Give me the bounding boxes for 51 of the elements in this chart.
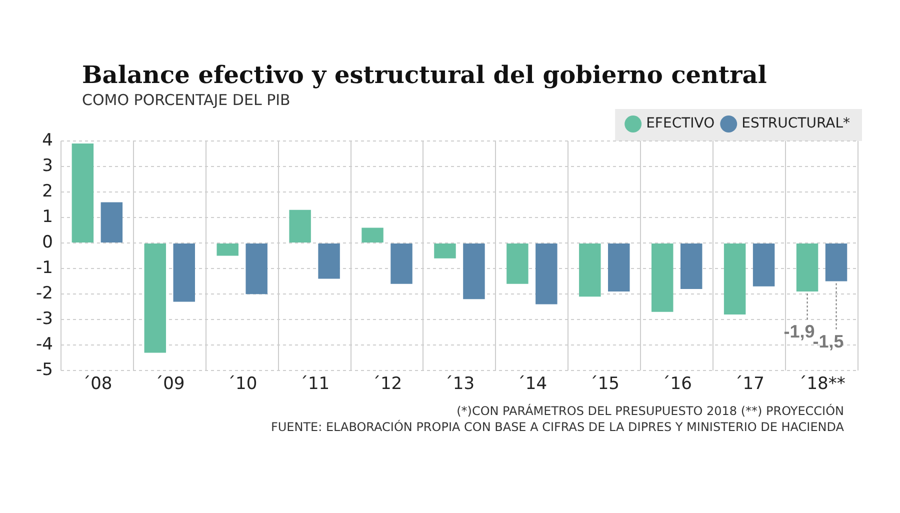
bar — [144, 244, 166, 353]
x-tick-label: ´18** — [798, 374, 846, 394]
data-label: -1,9 — [784, 322, 815, 342]
bar — [216, 244, 238, 256]
bar — [289, 210, 311, 243]
y-tick-label: 4 — [42, 130, 53, 150]
bar — [651, 244, 674, 312]
bar — [608, 244, 630, 292]
x-tick-label: ´13 — [444, 374, 475, 394]
bar — [362, 228, 384, 243]
data-label: -1,5 — [812, 331, 844, 352]
y-tick-label: 1 — [42, 206, 53, 227]
chart-subtitle: COMO PORCENTAJE DEL PIB — [82, 91, 292, 109]
text: (*)CON PARÁMETROS DEL PRESUPUESTO 2018 (**) PROYECCIÓN — [456, 403, 844, 419]
y-tick-label: 2 — [42, 181, 53, 202]
y-tick-label: 3 — [42, 156, 53, 176]
y-tick-label: -4 — [36, 334, 53, 355]
bar — [318, 244, 340, 279]
bar — [680, 244, 702, 289]
y-tick-label: -2 — [36, 283, 53, 304]
bar — [752, 244, 775, 286]
legend-label: ESTRUCTURAL* — [742, 116, 850, 132]
bar — [506, 244, 528, 284]
legend-label: EFECTIVO — [646, 116, 715, 132]
bar — [536, 244, 558, 304]
x-tick-label: ´17 — [734, 374, 764, 394]
x-tick-label: ´11 — [299, 374, 330, 394]
x-tick-label: ´16 — [662, 374, 692, 394]
y-tick-label: -3 — [36, 309, 53, 329]
bar — [724, 244, 746, 314]
bar — [173, 244, 195, 302]
source-note: FUENTE: ELABORACIÓN PROPIA CON BASE A CIFRAS DE LA DIPRES Y MINISTERIO DE HACIENDA — [270, 419, 844, 435]
bar — [246, 244, 268, 294]
x-tick-label: ´10 — [227, 374, 258, 394]
x-tick-label: ´08 — [82, 374, 112, 394]
bar — [390, 244, 412, 284]
y-tick-label: -5 — [36, 360, 53, 380]
x-tick-label: ´12 — [372, 374, 402, 394]
y-tick-label: -1 — [36, 258, 53, 278]
bar — [463, 244, 485, 300]
bar — [100, 202, 123, 243]
x-tick-label: ´09 — [154, 374, 185, 394]
bar — [579, 244, 601, 297]
bar — [72, 144, 94, 243]
y-tick-label: 0 — [42, 232, 53, 252]
bar — [796, 244, 818, 292]
bar — [434, 244, 456, 258]
x-tick-label: ´15 — [589, 374, 620, 394]
x-tick-label: ´14 — [516, 374, 548, 394]
chart-title: Balance efectivo y estructural del gobierno central — [82, 60, 768, 89]
bar — [825, 244, 848, 282]
